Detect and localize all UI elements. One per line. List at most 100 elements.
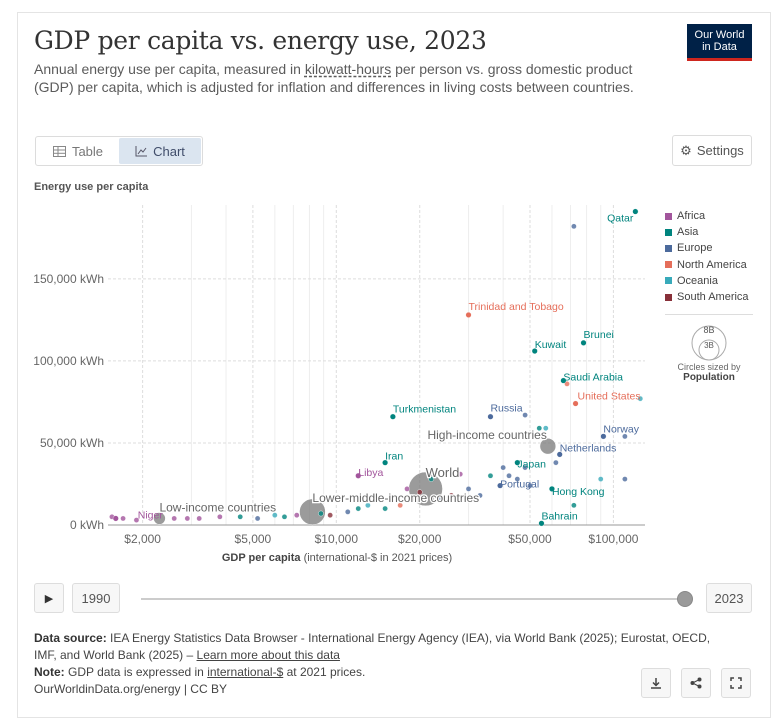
legend-item[interactable]: North America (665, 257, 749, 273)
country-label: Trinidad and Tobago (469, 301, 564, 313)
tab-chart-label: Chart (153, 143, 185, 159)
country-point (564, 381, 570, 387)
legend-swatch (665, 228, 672, 236)
legend-item[interactable]: Europe (665, 240, 749, 256)
country-point (428, 476, 435, 482)
income-group-bubble (299, 498, 326, 526)
size-key-big: 8B (703, 325, 714, 335)
country-point (448, 492, 455, 499)
country-point (318, 510, 324, 517)
note-text-end: at 2021 prices. (283, 665, 366, 679)
country-point (404, 486, 410, 492)
income-group-label: Low-income countries (159, 500, 276, 514)
tab-table-label: Table (71, 143, 104, 159)
country-label: Norway (603, 423, 639, 435)
note-label: Note: (34, 665, 65, 679)
country-point (355, 505, 362, 512)
country-label: Iran (385, 451, 403, 463)
timeline-end-year[interactable]: 2023 (706, 583, 752, 613)
settings-label: Settings (696, 143, 744, 158)
country-point (527, 482, 533, 489)
download-button[interactable] (641, 668, 671, 698)
income-group-label: Lower-middle-income countries (312, 491, 479, 505)
country-point (622, 476, 628, 482)
country-point (536, 425, 543, 431)
x-tick-label: $100,000 (588, 532, 638, 545)
legend-item[interactable]: Asia (665, 224, 749, 240)
size-key: 8B 3B Circles sized by Population (665, 314, 753, 383)
owid-logo[interactable]: Our World in Data (687, 24, 752, 61)
country-point-labeled (465, 311, 472, 318)
share-button[interactable] (681, 668, 711, 698)
size-key-caption: Circles sized by (677, 362, 741, 372)
data-source: Data source: IEA Energy Statistics Data … (34, 630, 734, 664)
tab-chart[interactable]: Chart (119, 138, 201, 164)
share-icon (690, 677, 702, 689)
country-point (217, 513, 223, 520)
size-key-caption-bold: Population (683, 372, 735, 383)
legend-item[interactable]: Oceania (665, 273, 749, 289)
gear-icon: ⚙ (680, 142, 692, 158)
country-point (597, 476, 604, 482)
legend-swatch (665, 212, 672, 220)
country-point-labeled (487, 413, 494, 420)
kilowatt-hours-link[interactable]: kilowatt-hours (304, 61, 392, 77)
fullscreen-button[interactable] (721, 668, 751, 698)
country-label: Netherlands (560, 442, 617, 454)
income-group-label: World (426, 465, 460, 480)
country-point (382, 505, 388, 512)
country-label: Russia (490, 403, 522, 415)
timeline: ▶ 1990 2023 (34, 583, 754, 615)
country-point (553, 459, 559, 466)
data-source-text: IEA Energy Statistics Data Browser - Int… (34, 631, 711, 662)
legend-swatch (665, 261, 672, 269)
learn-more-link[interactable]: Learn more about this data (196, 648, 340, 662)
logo-line-2: in Data (702, 41, 737, 53)
subtitle-text-rest: per person vs. gross domestic product (G… (34, 61, 634, 95)
x-axis-title-unit: (international-$ in 2021 prices) (300, 552, 453, 564)
country-point (254, 515, 261, 522)
footer: Data source: IEA Energy Statistics Data … (34, 630, 734, 698)
legend-item[interactable]: South America (665, 289, 749, 305)
legend-swatch (665, 293, 672, 301)
country-point (397, 502, 403, 509)
tab-table[interactable]: Table (37, 138, 119, 164)
timeline-handle[interactable] (677, 591, 693, 607)
settings-button[interactable]: ⚙ Settings (672, 135, 752, 166)
size-key-small: 3B (704, 341, 714, 350)
country-point-labeled (112, 515, 119, 522)
play-button[interactable]: ▶ (34, 583, 64, 613)
country-point (637, 395, 644, 402)
legend-item[interactable]: Africa (665, 208, 749, 224)
country-point-labeled (355, 472, 362, 479)
country-point (514, 476, 521, 482)
country-label: Libya (358, 467, 383, 479)
fullscreen-icon (730, 677, 742, 689)
legend-swatch (665, 277, 672, 285)
x-tick-label: $20,000 (398, 532, 442, 545)
y-axis-title: Energy use per capita (34, 181, 149, 193)
timeline-start-year[interactable]: 1990 (72, 583, 120, 613)
chart-frame (17, 12, 771, 718)
note: Note: GDP data is expressed in internati… (34, 664, 734, 681)
timeline-track[interactable] (141, 598, 686, 600)
country-point (237, 513, 244, 520)
country-point (344, 509, 351, 515)
size-key-circles: 8B 3B (691, 325, 727, 361)
x-tick-label: $2,000 (124, 532, 161, 545)
country-point (542, 425, 549, 431)
country-point (500, 464, 506, 471)
scatter-plot[interactable]: $2,000 $5,000 $10,000 $20,000 $50,000 $100,00… (0, 195, 774, 545)
country-point-labeled (560, 377, 567, 384)
country-point (465, 486, 472, 492)
international-dollar-link[interactable]: international-$ (207, 665, 284, 679)
country-label: Bahrain (541, 510, 577, 522)
country-point (365, 502, 371, 509)
country-point (477, 492, 483, 499)
country-point (457, 471, 464, 477)
country-label: Hong Kong (552, 486, 605, 498)
legend-swatch (665, 244, 672, 252)
country-point-labeled (531, 348, 538, 355)
country-label: United States (578, 391, 641, 403)
play-icon: ▶ (44, 592, 54, 605)
